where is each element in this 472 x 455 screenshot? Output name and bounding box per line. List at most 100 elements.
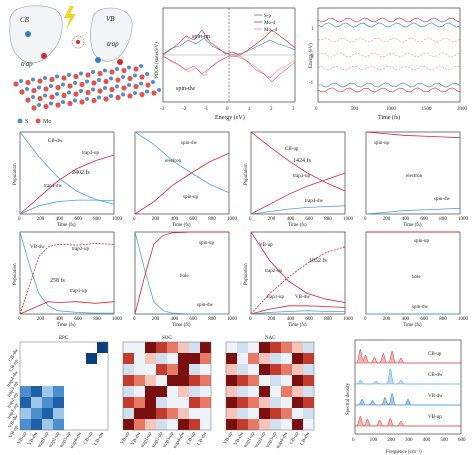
pdos-xtick: -2	[182, 107, 187, 112]
lattice-s-atom	[133, 91, 137, 95]
ylabel: Population	[244, 163, 249, 185]
heatmap-cell	[75, 397, 86, 408]
lattice-mo-atom	[127, 93, 133, 99]
heatmap-col-label: VB-dw	[234, 431, 246, 447]
spectral-xtick: 0	[352, 438, 355, 443]
heatmap-cell	[53, 364, 64, 375]
heatmap-cell	[134, 408, 145, 419]
ylabel: Population	[13, 163, 18, 185]
heatmap-cell	[42, 364, 53, 375]
heatmap-cell	[281, 375, 292, 386]
lattice-mo-atom	[79, 99, 85, 105]
xtick: 0	[18, 217, 21, 222]
heatmap-cell	[270, 386, 281, 397]
heatmap-cell	[167, 364, 178, 375]
panel-frame	[250, 231, 346, 315]
heatmap-cell	[123, 397, 134, 408]
series-line-trap4-dw	[250, 205, 346, 215]
xtick: 1000	[458, 217, 469, 222]
heatmap-cell	[303, 353, 314, 364]
heatmap-cell	[53, 375, 64, 386]
heatmap-cell	[270, 364, 281, 375]
heatmap-cell	[167, 419, 178, 430]
series-line-CB-dw	[19, 131, 115, 205]
lattice-mo-atom	[85, 89, 91, 96]
lattice-mo-atom	[97, 88, 103, 94]
heatmap-cell	[259, 419, 270, 430]
series-label: spin-dw	[434, 197, 451, 202]
heatmap-row-label: CB-up	[9, 359, 20, 373]
series-line-spin-dw	[134, 231, 229, 315]
energy-xtick: 2000	[457, 107, 468, 112]
heatmap-cell	[20, 408, 31, 419]
heatmap-cell	[226, 419, 237, 430]
heatmap-cell	[292, 386, 303, 397]
heatmap-cell	[178, 353, 189, 364]
series-label: trap3-up	[293, 174, 310, 179]
lattice-mo-atom	[37, 78, 43, 84]
spectral-panel: CB-up CB-dw VB-dw VB-up Spectral density Fr…	[346, 339, 466, 455]
series-line-trap4-dw	[19, 199, 115, 215]
series-label: hole	[180, 274, 189, 279]
lattice-mo-atom	[25, 79, 31, 86]
xtick: 1000	[343, 217, 354, 222]
heatmap-cell	[200, 364, 211, 375]
lightning-icon	[64, 6, 76, 30]
lifetime-label: 1052 fs	[309, 257, 327, 264]
heatmap-cell	[167, 375, 178, 386]
heatmap-cell	[259, 397, 270, 408]
heatmap-cell	[53, 419, 64, 430]
xtick: 600	[305, 317, 313, 322]
lattice-s-atom	[73, 98, 77, 103]
defect-core-icon	[76, 40, 80, 44]
lattice-mo-atom	[151, 90, 157, 96]
heatmap-cell	[86, 386, 97, 397]
heatmap-cell	[20, 364, 31, 375]
heatmap-cell	[178, 342, 189, 353]
heatmap-cell	[259, 364, 270, 375]
series-label: trap3-up	[82, 151, 99, 156]
heatmap-cell	[248, 364, 259, 375]
energy-level-line	[317, 87, 461, 93]
xtick: 1000	[227, 217, 238, 222]
energy-level-line	[317, 65, 461, 71]
heatmap-cell	[156, 386, 167, 397]
heatmap-row-label: VB-dw	[8, 414, 20, 430]
xtick: 200	[152, 217, 160, 222]
heatmap-cell	[281, 419, 292, 430]
heatmap-cell	[86, 353, 97, 364]
heatmap-cell	[123, 386, 134, 397]
lattice-mo-atom	[31, 87, 37, 94]
population-panel-e1: CB-dw trap3-up trap4-dw 2402 fs 0 200 400 600 80…	[13, 131, 123, 228]
xtick: 1000	[227, 317, 238, 322]
heatmap-cell	[75, 408, 86, 419]
lattice-s-atom	[97, 95, 101, 100]
spectral-series-label: CB-dw	[428, 373, 443, 378]
heatmap-cell	[75, 386, 86, 397]
lattice-s-atom	[115, 84, 119, 89]
pdos-ylabel: PDOS (states/eV)	[155, 42, 160, 78]
series-label: trap4-dw	[44, 184, 62, 189]
heatmap-cell	[270, 353, 281, 364]
lattice-s-atom	[49, 84, 53, 88]
heatmap-frame	[122, 341, 212, 431]
pdos-annot-up: spin-up	[192, 34, 210, 40]
heatmap-cell	[31, 419, 42, 430]
heatmap-cell	[75, 375, 86, 386]
series-line-VB-dw	[19, 231, 114, 314]
heatmap-cell	[97, 375, 108, 386]
heatmap-cell	[31, 353, 42, 364]
lattice-s-atom	[157, 88, 161, 92]
panel-frame	[19, 131, 115, 215]
heatmap-cell	[123, 419, 134, 430]
energy-xtick: 500	[351, 107, 359, 112]
xtick: 400	[171, 317, 179, 322]
heatmap-cell	[134, 353, 145, 364]
heatmap-cell	[248, 353, 259, 364]
heatmap-col-label: CB-dw	[94, 431, 106, 446]
heatmap-cell	[281, 397, 292, 408]
heatmap-frame	[225, 341, 315, 431]
heatmap-cell	[248, 408, 259, 419]
lattice-mo-atom	[127, 75, 133, 82]
spectral-series-label: CB-up	[428, 352, 442, 357]
